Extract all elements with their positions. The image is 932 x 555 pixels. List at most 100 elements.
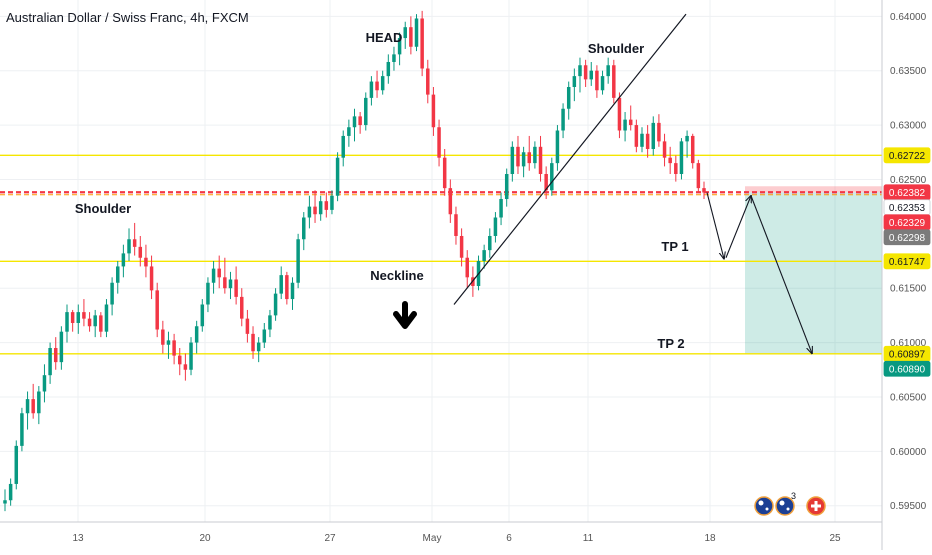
candle [685,130,689,158]
candle [194,320,199,354]
candle-body [352,116,357,128]
candle [110,277,114,316]
candle-body [3,500,7,504]
trend-line [453,13,687,305]
candle [8,478,13,506]
candle-body [262,329,267,343]
candle [426,59,430,104]
candle [690,133,695,169]
x-tick-label: 13 [72,533,84,544]
au-flag-star [779,500,785,506]
candle-body [628,119,633,126]
au-flag-star [786,507,790,511]
candle [657,114,661,147]
candle [206,277,210,313]
price-badge: 0.62722 [883,147,931,164]
candle-body [223,277,227,289]
candle [623,112,627,142]
y-tick-label: 0.59500 [890,501,927,512]
grid-lines [0,0,882,522]
candle-body [268,315,272,330]
candle [628,105,633,131]
candle-body [25,399,30,414]
candle-body [550,163,554,191]
candle-body [499,199,503,218]
price-badge: 0.62329 [883,214,931,231]
candle [397,32,402,66]
candle [555,125,560,171]
candle-body [99,315,103,332]
candle [358,112,362,134]
candle [302,212,306,251]
candle-body [14,445,19,484]
candle [448,179,453,223]
candle-body [48,348,52,376]
y-tick-label: 0.60000 [890,447,927,458]
candle [409,16,413,55]
candle-body [375,81,379,91]
candle [228,271,233,300]
price-badge-label: 0.62329 [889,218,926,229]
candle [516,135,520,174]
candle-body [296,239,300,283]
candle-body [516,146,520,167]
candle-body [341,135,345,158]
candle [465,250,469,289]
candle [341,130,345,167]
candle [42,364,47,403]
candle [533,141,537,169]
drawings [393,13,812,353]
candle-body [426,68,430,95]
candle-body [459,235,464,258]
candle-body [640,133,644,147]
x-tick-label: 27 [324,533,336,544]
candle [634,119,639,153]
candle [454,206,458,245]
candle [538,135,543,182]
candle-body [521,152,526,167]
candle [93,309,97,338]
candle-body [364,97,368,126]
candle [200,299,205,332]
price-badge-label: 0.60897 [889,349,926,360]
candle [121,244,126,278]
candle-body [70,312,75,323]
candle-body [302,217,306,240]
price-badge-bg [883,253,931,270]
candle [482,244,486,269]
candle-body [414,18,419,47]
candle-body [651,122,656,149]
y-tick-label: 0.64000 [890,12,927,23]
candle [364,92,368,131]
candle [31,383,35,419]
candle [318,195,323,221]
candle [702,181,706,200]
candle-body [307,206,312,218]
candle-body [533,146,537,164]
candle-body [589,70,594,80]
candle [335,152,340,202]
candle-body [200,304,205,327]
candle-body [93,315,97,327]
candle-body [65,312,69,332]
candle [217,255,221,289]
candle-body [662,141,667,158]
candle [561,103,565,139]
candle-body [561,108,565,131]
annotation-label: TP 1 [661,239,688,254]
candle [268,309,272,338]
candle-body [572,76,577,87]
candle-body [87,318,92,327]
price-badge-bg [883,229,931,246]
candle [437,119,441,167]
au-flag-circle [754,496,774,516]
candle [674,155,678,182]
candle [504,168,509,207]
price-badge-label: 0.60890 [889,364,926,375]
candle-body [189,342,193,370]
candle [178,348,182,376]
candle [20,407,24,452]
candle-body [31,399,35,414]
